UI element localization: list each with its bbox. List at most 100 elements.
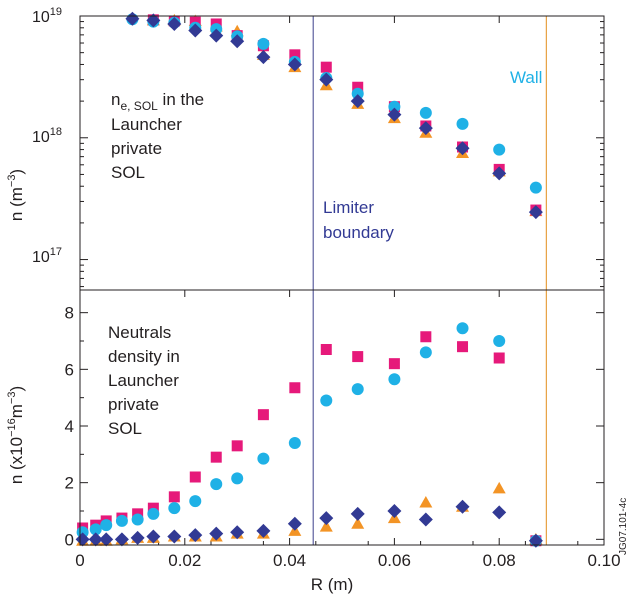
top-diamond-point xyxy=(146,13,161,28)
wall-label: Wall xyxy=(510,68,542,87)
top-circle-point xyxy=(456,117,469,130)
top-diamond-point xyxy=(167,16,182,31)
top-diamond-point xyxy=(125,11,140,26)
bottom-annotation-line4: private xyxy=(108,395,159,414)
bottom-diamond-point xyxy=(146,529,161,544)
bottom-diamond-point xyxy=(287,516,302,531)
top-annotation-line2: Launcher xyxy=(111,115,182,134)
bottom-y-tick-label: 0 xyxy=(65,530,74,549)
x-tick-label: 0.02 xyxy=(168,551,201,570)
bottom-triangle-point xyxy=(351,517,365,529)
bottom-diamond-point xyxy=(209,526,224,541)
top-diamond-point xyxy=(287,57,302,72)
top-diamond-point xyxy=(256,50,271,65)
bottom-circle-point xyxy=(493,335,506,347)
bottom-circle-point xyxy=(456,322,469,335)
bottom-diamond-point xyxy=(418,512,433,527)
bottom-square-point xyxy=(352,351,364,363)
bottom-circle-point xyxy=(210,478,223,491)
bottom-diamond-point xyxy=(99,532,114,547)
bottom-square-point xyxy=(493,352,505,364)
bottom-y-tick-label: 4 xyxy=(65,417,74,436)
top-circle-point xyxy=(351,87,364,100)
bottom-square-point xyxy=(420,331,432,343)
bottom-panel-neutrals: n (x10−16m−3) Neutrals density in Launch… xyxy=(6,323,629,594)
marks-layer xyxy=(75,11,543,548)
bottom-circle-point xyxy=(189,495,202,508)
bottom-square-point xyxy=(320,344,332,355)
top-annotation-line4: SOL xyxy=(111,163,145,182)
x-axis-label: R (m) xyxy=(311,575,353,594)
bottom-square-point xyxy=(388,358,400,370)
top-circle-point xyxy=(419,106,432,119)
bottom-circle-point xyxy=(351,383,364,396)
x-tick-label: 0.04 xyxy=(273,551,306,570)
bottom-diamond-point xyxy=(528,533,543,548)
bottom-annotation-line5: SOL xyxy=(108,419,142,438)
top-circle-point xyxy=(257,37,270,50)
top-diamond-point xyxy=(319,72,334,87)
bottom-diamond-point xyxy=(230,525,245,540)
bottom-circle-point xyxy=(288,437,301,449)
bottom-circle-point xyxy=(168,502,181,515)
top-square-point xyxy=(352,81,364,93)
bottom-diamond-point xyxy=(188,528,203,543)
top-circle-point xyxy=(493,143,506,156)
bottom-annotation-line1: Neutrals xyxy=(108,323,171,342)
top-diamond-point xyxy=(350,94,365,109)
x-tick-label: 0 xyxy=(75,551,84,570)
bottom-diamond-point xyxy=(114,532,129,547)
bottom-plot-frame xyxy=(79,289,605,546)
bottom-diamond-point xyxy=(350,506,365,521)
bottom-circle-point xyxy=(147,507,160,520)
bottom-square-point xyxy=(168,491,180,503)
bottom-diamond-point xyxy=(256,523,271,538)
top-annotation-line3: private xyxy=(111,139,162,158)
bottom-circle-point xyxy=(131,513,144,526)
x-tick-label: 0.08 xyxy=(483,551,516,570)
bottom-diamond-point xyxy=(455,499,470,514)
top-diamond-point xyxy=(230,34,245,49)
top-panel-density: n (m−3) ne, SOL in the Launcher private … xyxy=(6,6,542,266)
bottom-diamond-point xyxy=(167,529,182,544)
top-diamond-point xyxy=(528,205,543,220)
bottom-square-point xyxy=(257,409,269,421)
top-square-point xyxy=(320,61,332,73)
bottom-square-point xyxy=(289,382,301,394)
bottom-y-tick-label: 2 xyxy=(65,474,74,493)
bottom-y-tick-label: 8 xyxy=(65,304,74,323)
bottom-circle-point xyxy=(100,519,113,532)
top-square-point xyxy=(289,49,301,61)
bottom-circle-point xyxy=(115,514,128,527)
bottom-diamond-point xyxy=(387,504,402,518)
top-annotation-line1: ne, SOL in the xyxy=(111,90,204,113)
bottom-circle-point xyxy=(388,373,401,386)
bottom-triangle-point xyxy=(319,520,333,532)
figure-id-label: JG07.101-4c xyxy=(618,498,629,555)
bottom-diamond-point xyxy=(88,532,103,547)
bottom-y-tick-label: 6 xyxy=(65,360,74,379)
bottom-circle-point xyxy=(231,472,244,485)
top-diamond-point xyxy=(188,23,203,38)
bottom-circle-point xyxy=(320,394,333,407)
top-diamond-point xyxy=(418,121,433,136)
frame-layer xyxy=(79,15,605,546)
bottom-circle-point xyxy=(89,523,102,536)
top-diamond-point xyxy=(387,107,402,122)
bottom-annotation-line2: density in xyxy=(108,347,180,366)
bottom-annotation-line3: Launcher xyxy=(108,371,179,390)
bottom-square-point xyxy=(210,451,222,463)
x-tick-label: 0.06 xyxy=(378,551,411,570)
top-diamond-point xyxy=(209,28,224,43)
top-diamond-point xyxy=(492,166,507,181)
x-tick-label: 0.10 xyxy=(587,551,620,570)
bottom-diamond-point xyxy=(319,511,334,526)
limiter-label-line1: Limiter xyxy=(323,198,374,217)
limiter-label-line2: boundary xyxy=(323,223,394,242)
top-y-tick-label-1e17: 1017 xyxy=(32,246,62,266)
bottom-triangle-point xyxy=(492,481,506,494)
top-y-axis-label: n (m−3) xyxy=(6,169,26,221)
bottom-circle-point xyxy=(257,452,270,465)
bottom-diamond-point xyxy=(492,505,507,520)
